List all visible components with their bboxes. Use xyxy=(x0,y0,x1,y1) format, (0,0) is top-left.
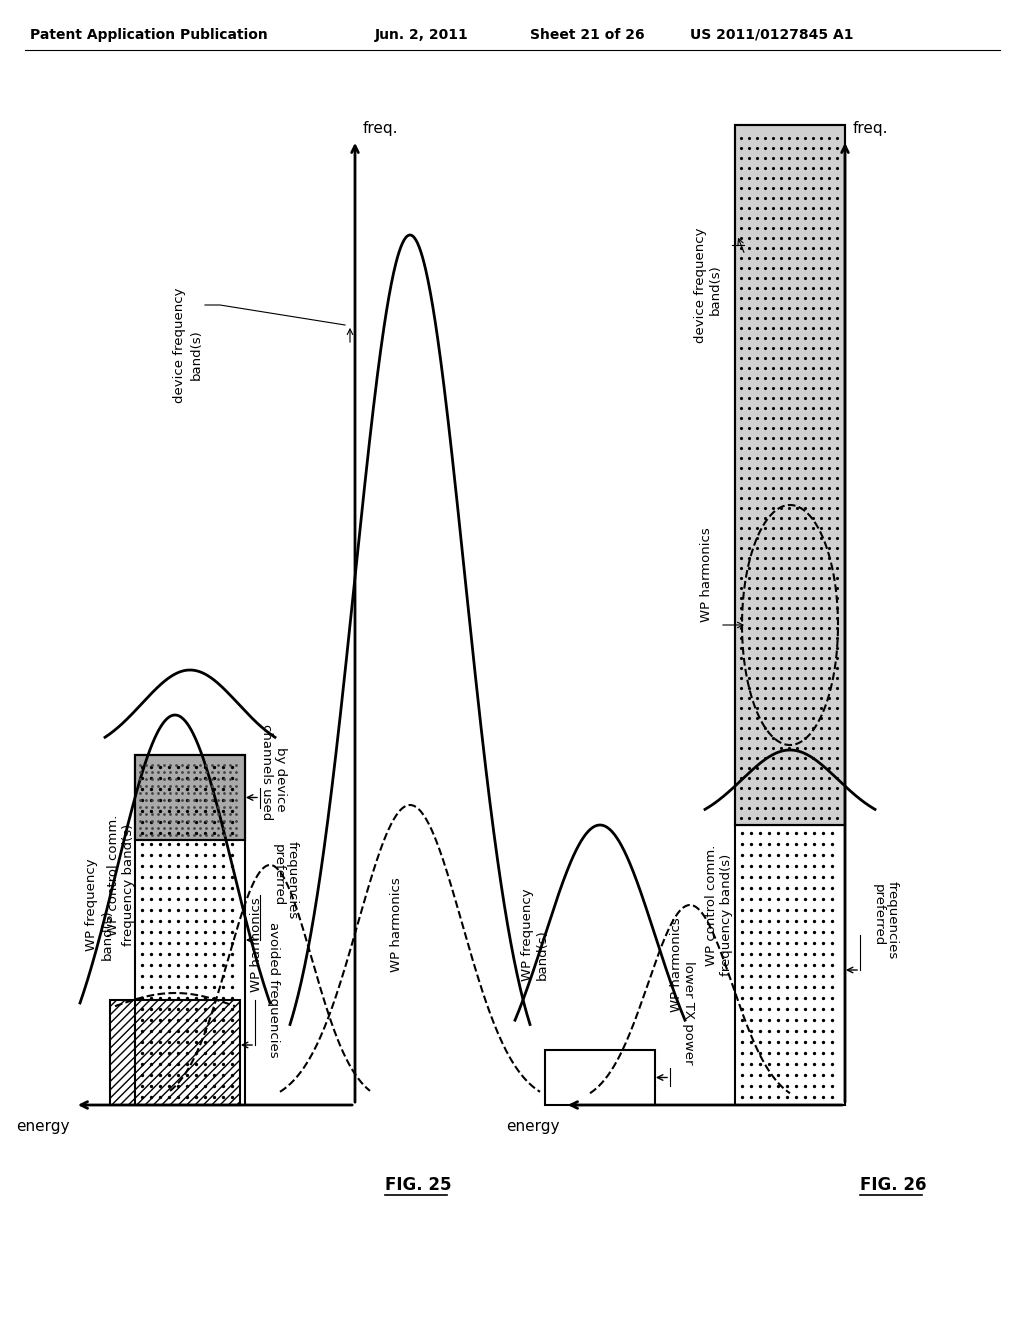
Bar xyxy=(135,755,245,840)
Text: frequency band(s): frequency band(s) xyxy=(720,854,733,975)
Bar xyxy=(110,1001,240,1105)
Text: WP frequency: WP frequency xyxy=(85,859,98,952)
Text: WP harmonics: WP harmonics xyxy=(389,878,402,973)
Text: WP harmonics: WP harmonics xyxy=(250,898,262,993)
Text: avoided frequencies: avoided frequencies xyxy=(267,923,280,1057)
Text: Patent Application Publication: Patent Application Publication xyxy=(30,28,267,42)
Text: device frequency: device frequency xyxy=(694,227,707,343)
Text: preferred: preferred xyxy=(272,843,285,906)
Text: band(s): band(s) xyxy=(536,929,549,981)
Bar xyxy=(735,825,845,1105)
Text: energy: energy xyxy=(507,1119,560,1134)
Text: WP harmonics: WP harmonics xyxy=(670,917,683,1012)
Text: frequencies: frequencies xyxy=(286,841,299,919)
Text: channels used: channels used xyxy=(260,725,273,821)
Bar xyxy=(735,125,845,825)
Text: FIG. 26: FIG. 26 xyxy=(860,1176,927,1195)
Text: US 2011/0127845 A1: US 2011/0127845 A1 xyxy=(690,28,853,42)
Text: by device: by device xyxy=(274,747,287,812)
Text: WP control comm.: WP control comm. xyxy=(705,845,718,966)
Text: freq.: freq. xyxy=(853,120,889,136)
Text: WP frequency: WP frequency xyxy=(520,888,534,981)
Text: frequencies: frequencies xyxy=(886,880,899,960)
Text: band(s): band(s) xyxy=(189,330,203,380)
Text: preferred: preferred xyxy=(872,884,885,946)
Text: energy: energy xyxy=(16,1119,70,1134)
Text: lower TX power: lower TX power xyxy=(682,961,695,1064)
Bar xyxy=(735,125,845,825)
Bar xyxy=(545,1049,655,1105)
Text: FIG. 25: FIG. 25 xyxy=(385,1176,452,1195)
Bar xyxy=(135,755,245,1105)
Text: band(s): band(s) xyxy=(100,909,114,961)
Text: frequency band(s): frequency band(s) xyxy=(122,824,135,946)
Bar xyxy=(135,755,245,840)
Text: Jun. 2, 2011: Jun. 2, 2011 xyxy=(375,28,469,42)
Text: freq.: freq. xyxy=(362,120,398,136)
Text: band(s): band(s) xyxy=(709,264,722,315)
Text: Sheet 21 of 26: Sheet 21 of 26 xyxy=(530,28,645,42)
Text: device frequency: device frequency xyxy=(173,288,186,403)
Text: WP control comm.: WP control comm. xyxy=(106,814,120,936)
Text: WP harmonics: WP harmonics xyxy=(700,528,713,622)
